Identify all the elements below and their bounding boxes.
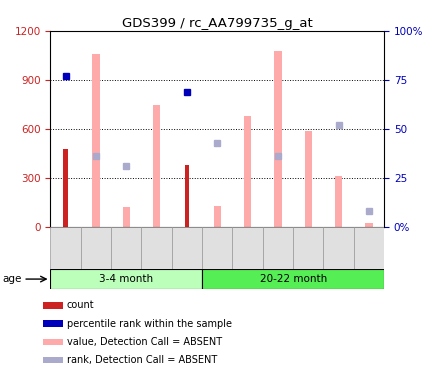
FancyBboxPatch shape	[323, 227, 353, 269]
Bar	[152, 105, 160, 227]
FancyBboxPatch shape	[353, 227, 383, 269]
Text: percentile rank within the sample: percentile rank within the sample	[67, 318, 231, 329]
FancyBboxPatch shape	[50, 227, 81, 269]
FancyBboxPatch shape	[293, 227, 323, 269]
Text: count: count	[67, 300, 94, 310]
FancyBboxPatch shape	[201, 227, 232, 269]
Bar	[43, 302, 63, 309]
Bar	[334, 176, 342, 227]
Bar	[184, 165, 189, 227]
Bar	[43, 320, 63, 327]
Bar	[92, 54, 99, 227]
Bar	[122, 207, 130, 227]
Bar	[43, 357, 63, 363]
FancyBboxPatch shape	[111, 227, 141, 269]
FancyBboxPatch shape	[81, 227, 111, 269]
FancyBboxPatch shape	[50, 269, 201, 289]
FancyBboxPatch shape	[201, 269, 383, 289]
Text: age: age	[2, 274, 21, 284]
Bar	[63, 149, 68, 227]
Text: 3-4 month: 3-4 month	[99, 274, 153, 284]
FancyBboxPatch shape	[232, 227, 262, 269]
FancyBboxPatch shape	[141, 227, 171, 269]
Bar	[43, 339, 63, 345]
Text: value, Detection Call = ABSENT: value, Detection Call = ABSENT	[67, 337, 222, 347]
Bar	[274, 51, 281, 227]
Text: 20-22 month: 20-22 month	[259, 274, 326, 284]
Bar	[364, 223, 372, 227]
Bar	[304, 131, 311, 227]
Title: GDS399 / rc_AA799735_g_at: GDS399 / rc_AA799735_g_at	[122, 17, 312, 30]
Bar	[213, 206, 221, 227]
FancyBboxPatch shape	[171, 227, 201, 269]
Text: rank, Detection Call = ABSENT: rank, Detection Call = ABSENT	[67, 355, 217, 365]
FancyBboxPatch shape	[262, 227, 293, 269]
Bar	[243, 116, 251, 227]
